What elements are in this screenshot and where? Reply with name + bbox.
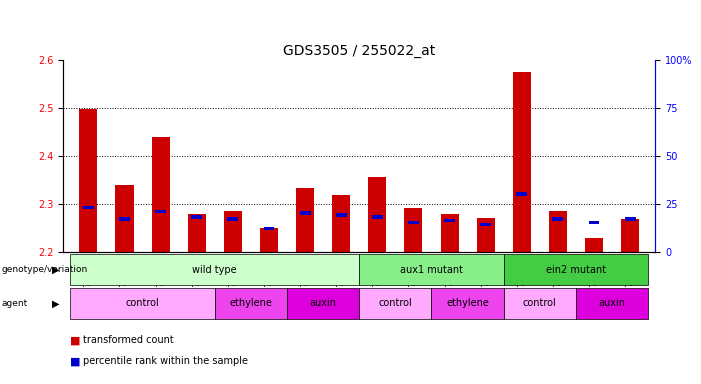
Text: control: control (379, 298, 412, 308)
Bar (576, 288, 648, 319)
Bar (299, 212, 311, 215)
Bar (79, 109, 97, 252)
Bar (368, 177, 386, 252)
Text: ▶: ▶ (52, 298, 60, 308)
Bar (151, 137, 170, 252)
Bar (119, 217, 130, 220)
Bar (296, 188, 314, 252)
Bar (360, 288, 432, 319)
Bar (70, 254, 359, 285)
Bar (264, 227, 274, 230)
Bar (432, 288, 504, 319)
Bar (549, 211, 567, 252)
Bar (260, 228, 278, 252)
Text: control: control (125, 298, 159, 308)
Bar (188, 214, 206, 252)
Text: control: control (523, 298, 557, 308)
Bar (224, 211, 242, 252)
Text: ■: ■ (70, 335, 81, 345)
Text: ethylene: ethylene (446, 298, 489, 308)
Title: GDS3505 / 255022_at: GDS3505 / 255022_at (283, 45, 435, 58)
Bar (83, 206, 94, 209)
Text: wild type: wild type (193, 265, 237, 275)
Bar (504, 254, 648, 285)
Bar (372, 215, 383, 218)
Bar (444, 219, 455, 222)
Bar (589, 221, 599, 224)
Bar (227, 217, 238, 220)
Text: percentile rank within the sample: percentile rank within the sample (83, 356, 247, 366)
Bar (552, 217, 564, 220)
Bar (625, 217, 636, 220)
Bar (517, 192, 527, 195)
Bar (621, 219, 639, 252)
Bar (440, 214, 458, 252)
Text: transformed count: transformed count (83, 335, 173, 345)
Bar (70, 288, 215, 319)
Bar (155, 210, 166, 213)
Bar (512, 71, 531, 252)
Text: auxin: auxin (599, 298, 625, 308)
Text: ▶: ▶ (52, 265, 60, 275)
Text: aux1 mutant: aux1 mutant (400, 265, 463, 275)
Bar (477, 218, 495, 252)
Bar (332, 195, 350, 252)
Text: ein2 mutant: ein2 mutant (546, 265, 606, 275)
Text: auxin: auxin (310, 298, 336, 308)
Text: ■: ■ (70, 356, 81, 366)
Bar (287, 288, 360, 319)
Bar (215, 288, 287, 319)
Bar (585, 238, 603, 252)
Bar (480, 223, 491, 226)
Bar (116, 185, 133, 252)
Bar (191, 215, 202, 218)
Text: agent: agent (1, 299, 27, 308)
Text: ethylene: ethylene (229, 298, 273, 308)
Text: genotype/variation: genotype/variation (1, 265, 88, 274)
Bar (336, 214, 346, 217)
Bar (504, 288, 576, 319)
Bar (360, 254, 504, 285)
Bar (408, 221, 419, 224)
Bar (404, 209, 423, 252)
